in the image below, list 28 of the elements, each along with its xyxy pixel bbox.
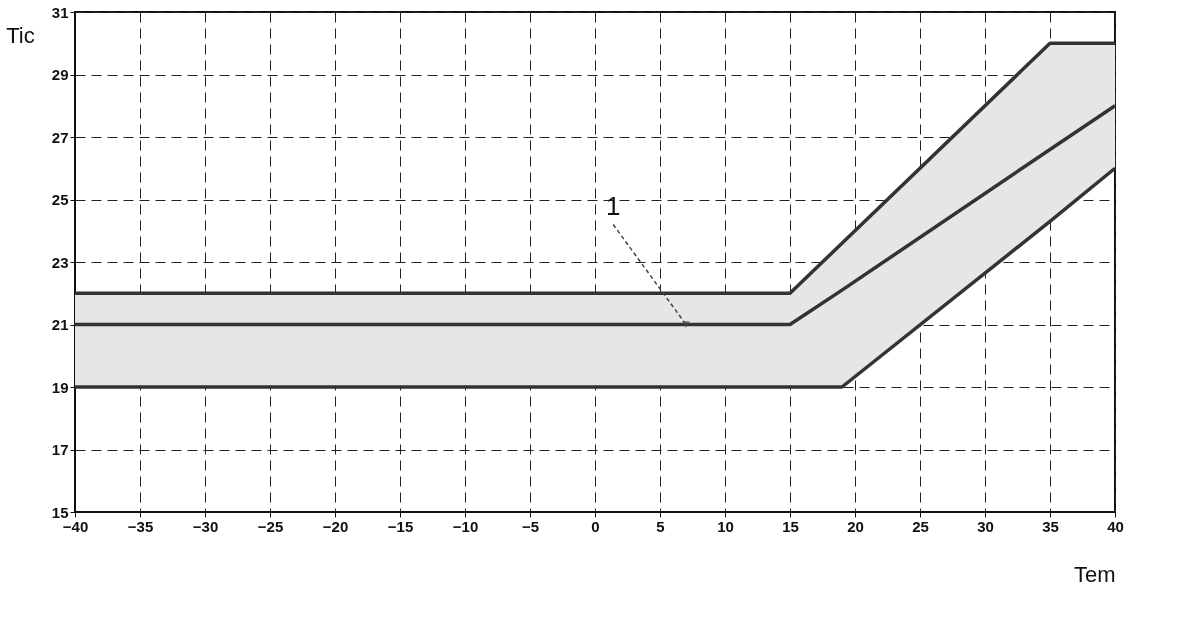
x-tick-label: −35 xyxy=(127,517,154,535)
y-tick-label: 25 xyxy=(51,191,69,208)
x-axis-title: Tem xyxy=(1073,561,1116,587)
y-tick-label: 23 xyxy=(51,253,69,271)
x-tick-label: 0 xyxy=(591,517,600,535)
line-series xyxy=(73,104,1117,327)
x-tick-label: −20 xyxy=(322,517,349,535)
x-tick-label: 35 xyxy=(1042,517,1059,535)
y-tick-label: 17 xyxy=(51,441,69,458)
x-tick-label: 30 xyxy=(977,517,994,535)
x-tick-label: 40 xyxy=(1107,517,1124,535)
y-tick-label: 29 xyxy=(51,66,69,83)
y-tick-label: 19 xyxy=(51,378,69,396)
x-tick-label: 20 xyxy=(847,517,864,535)
x-tick-label: 5 xyxy=(656,517,665,535)
x-tick-label: −25 xyxy=(257,517,284,535)
x-tick-label: −30 xyxy=(192,517,219,535)
x-tick-label: −15 xyxy=(387,517,414,535)
x-tick-label: −10 xyxy=(452,517,479,535)
x-tick-label: 25 xyxy=(912,517,929,535)
y-tick-label: 21 xyxy=(51,316,69,333)
x-tick-label: 10 xyxy=(717,517,734,535)
y-axis-title: Tic xyxy=(6,22,35,48)
y-tick-label: 31 xyxy=(51,3,69,21)
x-tick-label: 15 xyxy=(782,517,799,535)
y-tick-label: 27 xyxy=(51,128,69,146)
x-tick-label: −5 xyxy=(521,517,540,535)
annotation: 1 xyxy=(605,190,621,221)
